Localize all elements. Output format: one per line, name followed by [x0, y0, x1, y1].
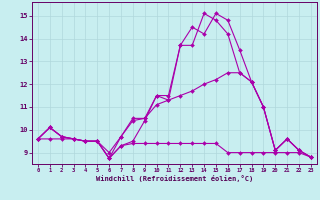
- X-axis label: Windchill (Refroidissement éolien,°C): Windchill (Refroidissement éolien,°C): [96, 175, 253, 182]
